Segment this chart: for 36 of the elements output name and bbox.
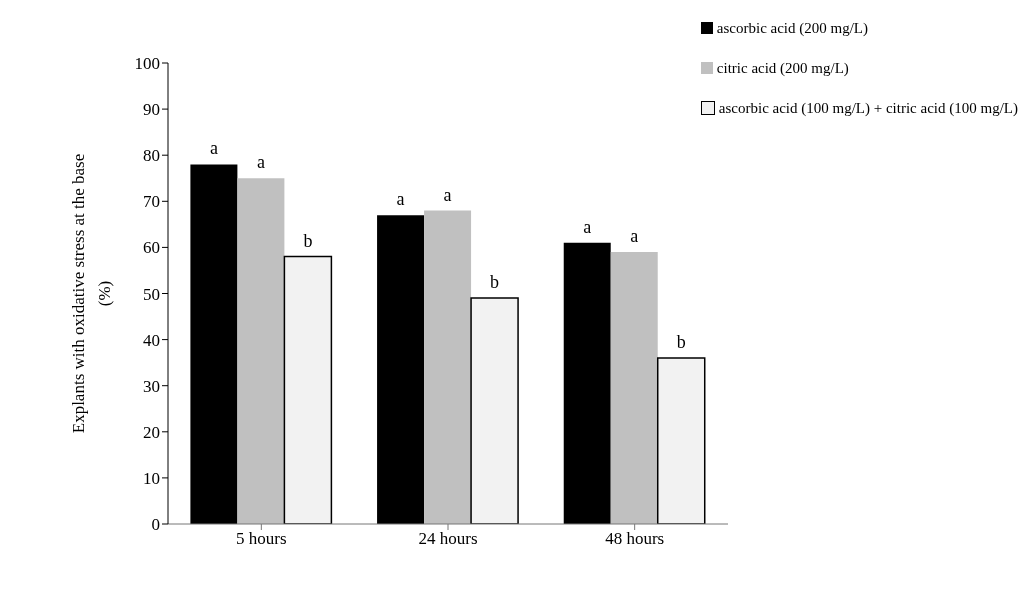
bar	[656, 357, 706, 524]
data-label: a	[583, 216, 592, 237]
data-label: a	[256, 152, 265, 173]
bar	[470, 297, 519, 524]
y-tick-label: 70	[143, 192, 160, 212]
y-tick-label: 10	[143, 468, 160, 488]
bar	[237, 178, 285, 524]
bar	[424, 210, 472, 524]
y-tick-label: 20	[143, 422, 160, 442]
data-label: a	[396, 189, 405, 210]
y-tick-label: 60	[143, 238, 160, 258]
y-tick-label: 40	[143, 330, 160, 350]
y-tick-label: 80	[143, 146, 160, 166]
legend-label: ascorbic acid (100 mg/L) + citric acid (100 mg/L)	[718, 99, 1018, 117]
y-tick-label: 30	[143, 376, 160, 396]
bar	[563, 242, 611, 524]
y-tick-label: 90	[143, 100, 160, 120]
data-label: b	[490, 272, 500, 293]
data-label: b	[676, 332, 686, 353]
y-tick-label: 50	[143, 284, 160, 304]
y-axis-title: Explants with oxidative stress at the base (%)	[69, 153, 114, 434]
data-label: a	[209, 138, 218, 159]
bar	[610, 252, 658, 524]
legend-label: citric acid (200 mg/L)	[716, 59, 849, 77]
data-label: b	[303, 230, 313, 251]
x-tick-label: 48 hours	[605, 529, 665, 549]
x-tick-label: 24 hours	[418, 529, 478, 549]
data-label: a	[443, 184, 452, 205]
bar	[190, 164, 238, 524]
y-tick-label: 0	[151, 515, 160, 535]
x-tick-label: 5 hours	[236, 529, 287, 549]
y-tick-label: 100	[134, 54, 160, 74]
legend-label: ascorbic acid (200 mg/L)	[716, 19, 869, 37]
bar	[283, 255, 333, 524]
data-label: a	[630, 226, 639, 247]
bar	[377, 215, 425, 524]
